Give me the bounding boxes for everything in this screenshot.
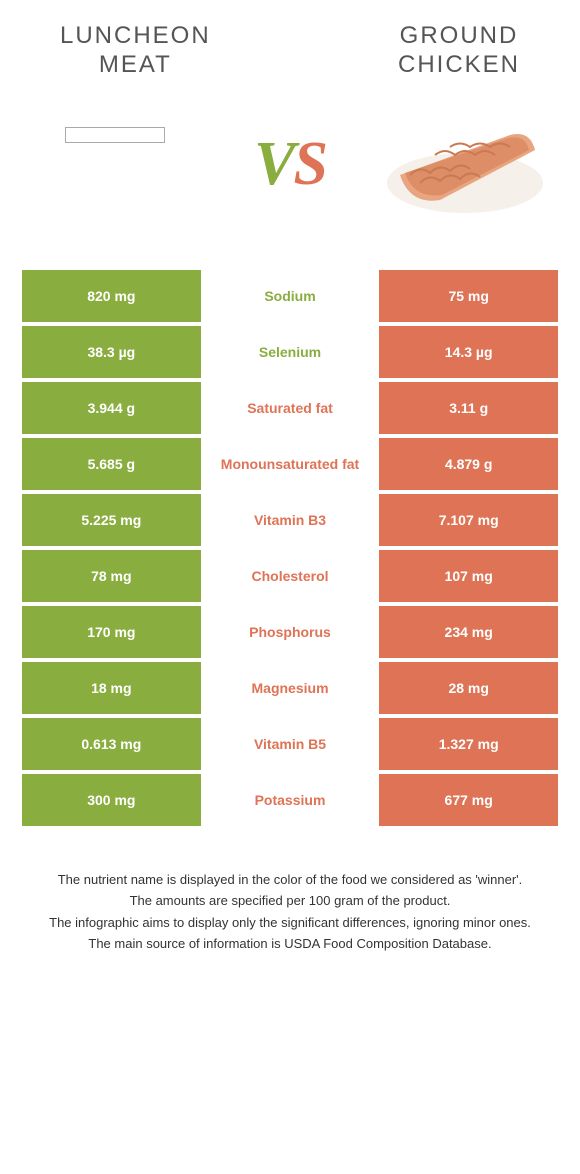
nutrient-label: Cholesterol [201,550,380,602]
footer-line4: The main source of information is USDA F… [20,934,560,954]
vs-s: S [293,130,325,198]
left-value: 5.225 mg [22,494,201,546]
left-title-line2: MEAT [99,51,172,78]
luncheon-meat-placeholder [65,127,165,143]
left-value: 18 mg [22,662,201,714]
footer-line3: The infographic aims to display only the… [20,913,560,933]
left-value: 300 mg [22,774,201,826]
nutrient-label: Magnesium [201,662,380,714]
table-row: 38.3 µgSelenium14.3 µg [22,326,558,378]
header: LUNCHEON MEAT GROUND CHICKEN [0,0,580,80]
ground-chicken-icon [380,105,550,225]
footer-notes: The nutrient name is displayed in the co… [0,830,580,954]
right-value: 677 mg [379,774,558,826]
nutrient-table: 820 mgSodium75 mg38.3 µgSelenium14.3 µg3… [22,270,558,826]
right-value: 14.3 µg [379,326,558,378]
left-value: 5.685 g [22,438,201,490]
nutrient-label: Selenium [201,326,380,378]
right-value: 3.11 g [379,382,558,434]
left-value: 820 mg [22,270,201,322]
left-food-title: LUNCHEON MEAT [60,22,211,80]
left-title-line1: LUNCHEON [60,22,211,49]
left-value: 170 mg [22,606,201,658]
right-value: 75 mg [379,270,558,322]
table-row: 78 mgCholesterol107 mg [22,550,558,602]
nutrient-label: Monounsaturated fat [201,438,380,490]
right-food-image [380,105,550,225]
footer-line1: The nutrient name is displayed in the co… [20,870,560,890]
right-title-line2: CHICKEN [398,51,520,78]
nutrient-label: Potassium [201,774,380,826]
nutrient-label: Phosphorus [201,606,380,658]
table-row: 18 mgMagnesium28 mg [22,662,558,714]
table-row: 5.685 gMonounsaturated fat4.879 g [22,438,558,490]
right-value: 1.327 mg [379,718,558,770]
table-row: 3.944 gSaturated fat3.11 g [22,382,558,434]
vs-label: VS [254,129,326,200]
left-food-image [30,105,200,225]
table-row: 0.613 mgVitamin B51.327 mg [22,718,558,770]
nutrient-label: Vitamin B5 [201,718,380,770]
table-row: 300 mgPotassium677 mg [22,774,558,826]
right-value: 28 mg [379,662,558,714]
images-row: VS [0,80,580,270]
nutrient-label: Sodium [201,270,380,322]
right-value: 234 mg [379,606,558,658]
footer-line2: The amounts are specified per 100 gram o… [20,891,560,911]
nutrient-label: Saturated fat [201,382,380,434]
table-row: 170 mgPhosphorus234 mg [22,606,558,658]
left-value: 38.3 µg [22,326,201,378]
right-title-line1: GROUND [400,22,519,49]
nutrient-label: Vitamin B3 [201,494,380,546]
table-row: 820 mgSodium75 mg [22,270,558,322]
right-value: 4.879 g [379,438,558,490]
vs-v: V [254,130,293,198]
table-row: 5.225 mgVitamin B37.107 mg [22,494,558,546]
right-value: 107 mg [379,550,558,602]
left-value: 3.944 g [22,382,201,434]
right-value: 7.107 mg [379,494,558,546]
left-value: 78 mg [22,550,201,602]
left-value: 0.613 mg [22,718,201,770]
right-food-title: GROUND CHICKEN [398,22,520,80]
